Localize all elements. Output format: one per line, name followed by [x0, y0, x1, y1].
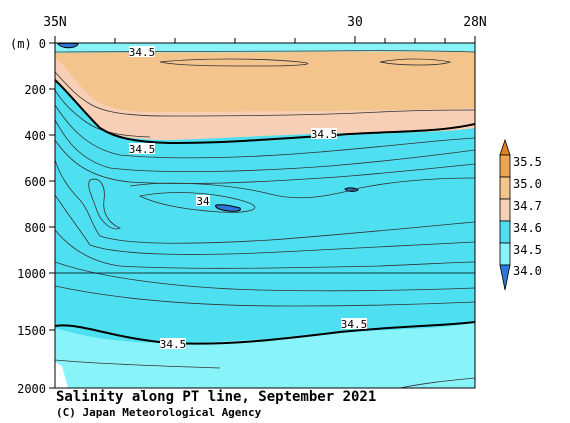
- top-axis-ticks: [54, 36, 476, 43]
- colorbar-segment: [499, 198, 511, 222]
- no-data-corner: [55, 362, 68, 388]
- contour-label: 34.5: [129, 46, 156, 59]
- contour-line: [55, 119, 475, 173]
- contour-line: [55, 139, 475, 185]
- contour-line: [55, 104, 475, 159]
- plot-frame: [54, 42, 476, 389]
- y-tick-label: 1000: [17, 267, 46, 281]
- colorbar-label: 35.0: [513, 177, 542, 191]
- contour-line: [379, 58, 452, 66]
- fill-below-34-eddy: [215, 204, 241, 212]
- chart-credit: (C) Japan Meteorological Agency: [56, 406, 262, 419]
- contour-label: 34.5: [129, 143, 156, 156]
- contour-line: [55, 261, 475, 292]
- contour-line: [129, 177, 475, 199]
- colorbar-segment: [499, 220, 511, 244]
- contour-label: 34.5: [160, 338, 187, 351]
- colorbar-label: 34.0: [513, 264, 542, 278]
- bold-34-5-contours: [55, 79, 475, 345]
- contour-line: [55, 50, 475, 53]
- colorbar-segment: [499, 176, 511, 200]
- contour-label: 34.5: [311, 128, 338, 141]
- fill-34-7-35-0: [55, 50, 475, 112]
- contour-line: [88, 178, 121, 230]
- y-tick-label: 2000: [17, 382, 46, 396]
- y-tick-label: 0: [39, 37, 46, 51]
- contour-line: [138, 192, 255, 213]
- colorbar-top-cap: [499, 138, 511, 156]
- contour-line: [55, 229, 475, 269]
- x-tick-label: 35N: [43, 15, 66, 30]
- contour-line: [55, 359, 221, 369]
- contour-line: [55, 285, 475, 307]
- y-tick-label: 200: [24, 83, 46, 97]
- y-unit-label: (m): [10, 37, 32, 51]
- contour-line: [55, 159, 475, 244]
- x-tick-label: 30: [347, 15, 363, 30]
- colorbar-label: 34.5: [513, 243, 542, 257]
- contour-line: [55, 89, 151, 138]
- contour-label: 34: [196, 195, 210, 208]
- colorbar-label: 34.7: [513, 199, 542, 213]
- fill-below-34-small: [344, 187, 359, 192]
- contour-line: [55, 194, 475, 255]
- colorbar-label: 35.5: [513, 155, 542, 169]
- colorbar-segment: [499, 242, 511, 266]
- y-tick-label: 800: [24, 221, 46, 235]
- colorbar: [499, 138, 511, 291]
- contour-line: [55, 71, 475, 117]
- y-tick-label: 1500: [17, 324, 46, 338]
- contour-34-5-deep: [55, 321, 475, 345]
- contour-line: [399, 377, 475, 388]
- y-tick-label: 600: [24, 175, 46, 189]
- x-tick-label: 28N: [463, 15, 486, 30]
- colorbar-bottom-cap: [499, 264, 511, 291]
- colorbar-segment: [499, 154, 511, 178]
- contour-line: [159, 58, 309, 67]
- thin-contours: [55, 50, 475, 388]
- contour-labels: 34.5 34.5 34.5 34 34.5 34.5: [129, 46, 368, 351]
- left-axis-ticks: [49, 42, 55, 389]
- contour-34-5-shallow: [55, 79, 475, 145]
- contour-label: 34.5: [341, 318, 368, 331]
- chart-title: Salinity along PT line, September 2021: [56, 389, 377, 405]
- colorbar-label: 34.6: [513, 221, 542, 235]
- y-tick-label: 400: [24, 129, 46, 143]
